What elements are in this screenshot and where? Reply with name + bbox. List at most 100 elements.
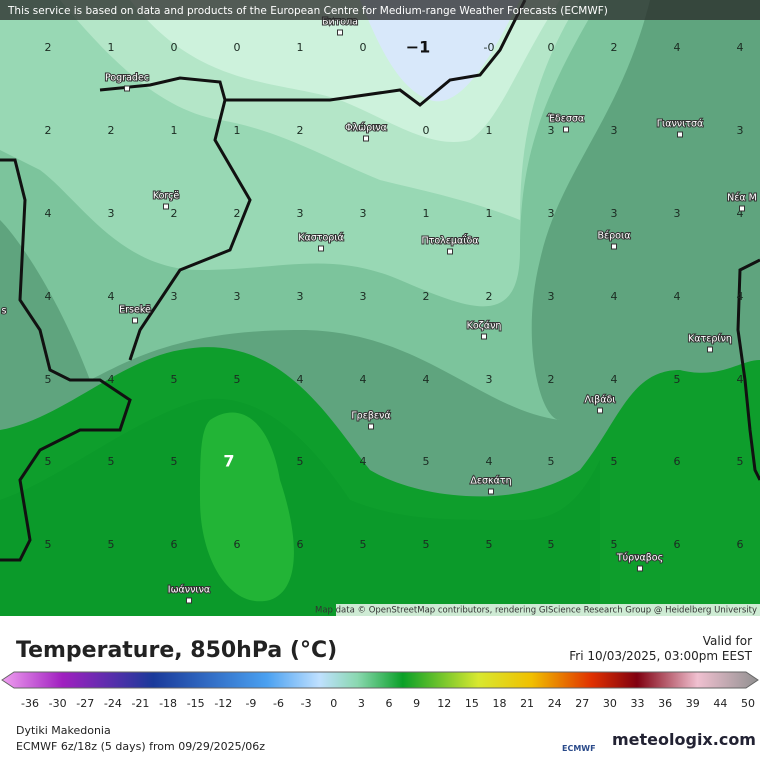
city-dot bbox=[163, 203, 169, 210]
model: ECMWF 6z/18z (5 days) from 09/29/2025/06… bbox=[16, 740, 266, 753]
city-dot bbox=[611, 243, 617, 250]
grid-value: 2 bbox=[45, 124, 52, 137]
grid-value: 3 bbox=[611, 207, 618, 220]
legend-label: 21 bbox=[520, 697, 534, 710]
city-dot bbox=[739, 205, 745, 212]
grid-value: 5 bbox=[171, 373, 178, 386]
legend-label: -18 bbox=[159, 697, 177, 710]
grid-value: 6 bbox=[674, 538, 681, 551]
grid-value: 3 bbox=[674, 207, 681, 220]
city-label: Πτολεμαΐδα bbox=[421, 235, 478, 247]
city-label: Korçë bbox=[153, 191, 179, 202]
grid-value: 5 bbox=[171, 455, 178, 468]
city-label: Φλώρινα bbox=[345, 123, 387, 134]
grid-value: 6 bbox=[234, 538, 241, 551]
grid-value: 1 bbox=[297, 41, 304, 54]
legend-label: 27 bbox=[575, 697, 589, 710]
zone-neg bbox=[360, 0, 520, 102]
border bbox=[99, 76, 252, 361]
city-dot bbox=[337, 29, 343, 36]
city-dot bbox=[368, 423, 374, 430]
legend-label: 24 bbox=[548, 697, 562, 710]
grid-value: 4 bbox=[360, 455, 367, 468]
legend-label: 36 bbox=[658, 697, 672, 710]
legend-label: 30 bbox=[603, 697, 617, 710]
grid-value: 4 bbox=[737, 41, 744, 54]
grid-value: 4 bbox=[737, 373, 744, 386]
city-dot bbox=[186, 597, 192, 604]
grid-value: 2 bbox=[171, 207, 178, 220]
zone-7 bbox=[200, 412, 294, 602]
grid-value: 4 bbox=[360, 373, 367, 386]
grid-value: 2 bbox=[486, 290, 493, 303]
valid-time: Fri 10/03/2025, 03:00pm EEST bbox=[569, 649, 752, 663]
legend-label: -3 bbox=[301, 697, 312, 710]
grid-value: 1 bbox=[171, 124, 178, 137]
colorbar-fill bbox=[1, 671, 759, 689]
city-label: Γιαννιτσά bbox=[657, 119, 704, 130]
brand: meteologix.com bbox=[612, 730, 756, 749]
legend-label: -36 bbox=[21, 697, 39, 710]
grid-value: 4 bbox=[423, 373, 430, 386]
grid-value: -0 bbox=[484, 41, 495, 54]
city-label: Τύρναβος bbox=[616, 553, 663, 564]
legend-label: 39 bbox=[686, 697, 700, 710]
grid-value: 4 bbox=[486, 455, 493, 468]
legend-label: 12 bbox=[437, 697, 451, 710]
grid-value: 1 bbox=[423, 207, 430, 220]
grid-value: 4 bbox=[45, 207, 52, 220]
city-label: Κατερίνη bbox=[688, 334, 732, 345]
grid-value: 2 bbox=[234, 207, 241, 220]
grid-value: 6 bbox=[737, 538, 744, 551]
grid-value: 1 bbox=[486, 207, 493, 220]
city-label: Νέα Μ bbox=[727, 193, 757, 204]
grid-value: 5 bbox=[45, 538, 52, 551]
zone-5-green bbox=[0, 398, 600, 616]
legend-label: 44 bbox=[713, 697, 727, 710]
grid-value: 3 bbox=[548, 124, 555, 137]
city-dot bbox=[318, 245, 324, 252]
grid-value: 7 bbox=[223, 452, 234, 471]
legend-label: -12 bbox=[214, 697, 232, 710]
legend-label: 33 bbox=[631, 697, 645, 710]
city-label: Κοζάνη bbox=[467, 321, 502, 332]
grid-value: 3 bbox=[611, 124, 618, 137]
legend-label: -9 bbox=[245, 697, 256, 710]
grid-value: 5 bbox=[674, 373, 681, 386]
ecmwf-logo: ECMWF bbox=[562, 744, 596, 753]
city-label: Pogradec bbox=[105, 73, 149, 84]
grid-value: 4 bbox=[108, 373, 115, 386]
grid-value: 1 bbox=[486, 124, 493, 137]
grid-value: 0 bbox=[548, 41, 555, 54]
grid-value: 4 bbox=[611, 373, 618, 386]
city-label: s bbox=[2, 306, 7, 317]
grid-value: 2 bbox=[548, 373, 555, 386]
banner-text: This service is based on data and produc… bbox=[7, 5, 608, 17]
legend-label: 0 bbox=[330, 697, 337, 710]
legend-label: 3 bbox=[358, 697, 365, 710]
grid-value: 5 bbox=[45, 373, 52, 386]
grid-value: 3 bbox=[234, 290, 241, 303]
city-dot bbox=[447, 248, 453, 255]
city-label: Γρεβενά bbox=[351, 411, 390, 422]
grid-value: 4 bbox=[737, 290, 744, 303]
region: Dytiki Makedonia bbox=[16, 724, 111, 737]
grid-value: 5 bbox=[548, 455, 555, 468]
legend-label: 50 bbox=[741, 697, 755, 710]
grid-value: 4 bbox=[45, 290, 52, 303]
grid-value: 2 bbox=[423, 290, 430, 303]
grid-value: 6 bbox=[297, 538, 304, 551]
grid-value: 4 bbox=[611, 290, 618, 303]
city-label: Έδεσσα bbox=[547, 114, 584, 125]
grid-value: −1 bbox=[406, 38, 431, 57]
border bbox=[0, 158, 132, 562]
grid-value: 3 bbox=[737, 124, 744, 137]
city-dot bbox=[563, 126, 569, 133]
city-label: Ιωάννινα bbox=[168, 585, 210, 596]
city-label: Δεσκάτη bbox=[470, 476, 511, 487]
grid-value: 3 bbox=[297, 207, 304, 220]
legend-label: 15 bbox=[465, 697, 479, 710]
city-dot bbox=[124, 85, 130, 92]
grid-value: 4 bbox=[297, 373, 304, 386]
